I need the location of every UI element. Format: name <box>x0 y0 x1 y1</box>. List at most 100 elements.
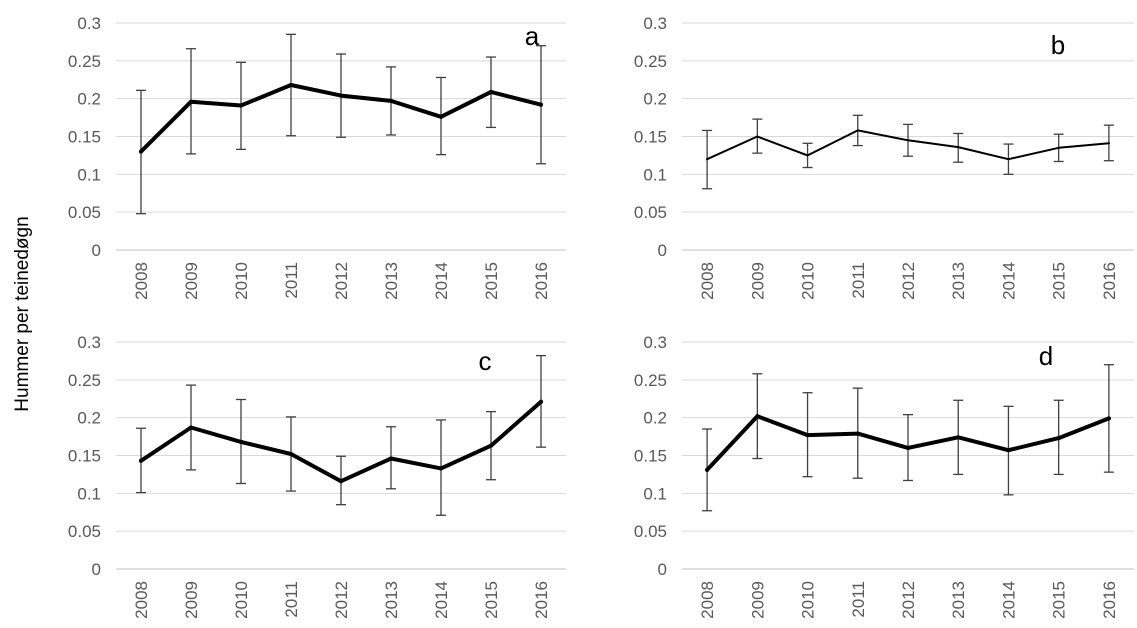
x-tick-label: 2009 <box>182 581 201 619</box>
data-point <box>339 479 343 484</box>
y-tick-label: 0.25 <box>634 52 667 71</box>
data-point <box>805 433 810 438</box>
x-tick-label: 2016 <box>1100 581 1119 619</box>
y-tick-label: 0 <box>658 560 667 579</box>
y-tick-label: 0 <box>92 560 101 579</box>
data-point <box>439 114 443 119</box>
y-tick-label: 0.25 <box>68 371 101 390</box>
x-tick-label: 2009 <box>182 262 201 300</box>
x-tick-label: 2016 <box>1100 262 1119 300</box>
data-point <box>239 103 243 108</box>
data-point <box>189 425 193 430</box>
data-point <box>489 443 493 448</box>
data-point <box>139 149 143 154</box>
x-tick-label: 2013 <box>949 262 968 300</box>
data-point <box>539 399 543 404</box>
y-tick-label: 0.1 <box>77 165 101 184</box>
data-point <box>1107 142 1110 145</box>
x-tick-label: 2013 <box>949 581 968 619</box>
data-point <box>489 89 493 94</box>
x-tick-label: 2008 <box>132 581 151 619</box>
data-point <box>755 414 760 419</box>
data-point <box>1006 448 1011 453</box>
data-point <box>856 129 859 132</box>
x-tick-label: 2009 <box>748 581 767 619</box>
x-tick-label: 2012 <box>332 581 351 619</box>
x-tick-label: 2014 <box>999 581 1018 619</box>
y-tick-label: 0.1 <box>77 484 101 503</box>
data-point <box>756 135 759 138</box>
y-tick-label: 0.15 <box>68 128 101 147</box>
y-tick-label: 0.15 <box>68 447 101 466</box>
y-tick-label: 0.1 <box>643 484 667 503</box>
x-tick-label: 2015 <box>1050 581 1069 619</box>
x-tick-label: 2013 <box>382 581 401 619</box>
panel-label: c <box>479 346 492 376</box>
x-tick-label: 2015 <box>1050 262 1069 300</box>
data-point <box>539 102 543 107</box>
x-tick-label: 2010 <box>799 581 818 619</box>
y-tick-label: 0.2 <box>77 90 101 109</box>
data-point <box>906 445 910 450</box>
chart-panel-c: 0 0.05 0.1 0.15 0.2 0.25 0.3 2008 2009 2010 2011 20… <box>68 333 566 619</box>
y-tick-label: 0.2 <box>643 409 667 428</box>
x-tick-label: 2008 <box>132 262 151 300</box>
x-tick-label: 2011 <box>849 581 868 618</box>
x-tick-label: 2016 <box>532 262 551 300</box>
chart-panel-b: 0 0.05 0.1 0.15 0.2 0.25 0.3 2008 2009 2010 2011 20… <box>634 14 1134 300</box>
x-tick-label: 2008 <box>698 581 717 619</box>
data-point <box>706 158 709 161</box>
data-point <box>705 467 710 472</box>
x-tick-label: 2009 <box>748 262 767 300</box>
data-point <box>855 431 860 436</box>
data-point <box>1106 416 1111 421</box>
y-tick-label: 0.05 <box>68 203 101 222</box>
x-tick-label: 2016 <box>532 581 551 619</box>
data-point <box>139 458 143 463</box>
x-tick-label: 2012 <box>899 581 918 619</box>
x-tick-label: 2010 <box>232 262 251 300</box>
data-point <box>957 146 960 149</box>
y-tick-label: 0.1 <box>643 165 667 184</box>
panel-label: b <box>1051 30 1065 60</box>
x-tick-label: 2011 <box>282 581 301 618</box>
data-point <box>1057 146 1060 149</box>
y-tick-label: 0.25 <box>634 371 667 390</box>
y-tick-label: 0.05 <box>68 522 101 541</box>
x-tick-label: 2010 <box>799 262 818 300</box>
y-tick-label: 0 <box>658 241 667 260</box>
panel-label: d <box>1039 341 1053 371</box>
x-tick-label: 2008 <box>698 262 717 300</box>
data-point <box>239 439 243 444</box>
y-tick-label: 0.05 <box>634 203 667 222</box>
x-tick-label: 2012 <box>332 262 351 300</box>
y-tick-label: 0 <box>92 241 101 260</box>
x-tick-label: 2014 <box>999 262 1018 300</box>
panel-label: a <box>525 21 540 51</box>
data-point <box>439 466 443 471</box>
y-tick-label: 0.3 <box>643 14 667 33</box>
x-tick-label: 2014 <box>432 262 451 300</box>
x-tick-label: 2014 <box>432 581 451 619</box>
y-tick-label: 0.3 <box>77 14 101 33</box>
data-point <box>289 83 293 88</box>
data-point <box>339 93 343 98</box>
data-point <box>956 435 961 440</box>
y-tick-label: 0.25 <box>68 52 101 71</box>
x-tick-label: 2011 <box>282 262 301 299</box>
data-point <box>907 139 909 142</box>
x-tick-label: 2015 <box>482 262 501 300</box>
y-axis-label: Hummer per teinedøgn <box>12 216 33 412</box>
y-tick-label: 0.3 <box>643 333 667 352</box>
data-point <box>1056 436 1061 441</box>
y-tick-label: 0.2 <box>643 90 667 109</box>
y-tick-label: 0.15 <box>634 447 667 466</box>
y-tick-label: 0.2 <box>77 409 101 428</box>
y-tick-label: 0.15 <box>634 128 667 147</box>
data-point <box>1007 158 1010 161</box>
x-tick-label: 2010 <box>232 581 251 619</box>
chart-panel-a: 0 0.05 0.1 0.15 0.2 0.25 0.3 2008 2009 2010 2011 20… <box>68 14 566 300</box>
x-tick-label: 2011 <box>849 262 868 299</box>
data-point <box>806 154 809 157</box>
